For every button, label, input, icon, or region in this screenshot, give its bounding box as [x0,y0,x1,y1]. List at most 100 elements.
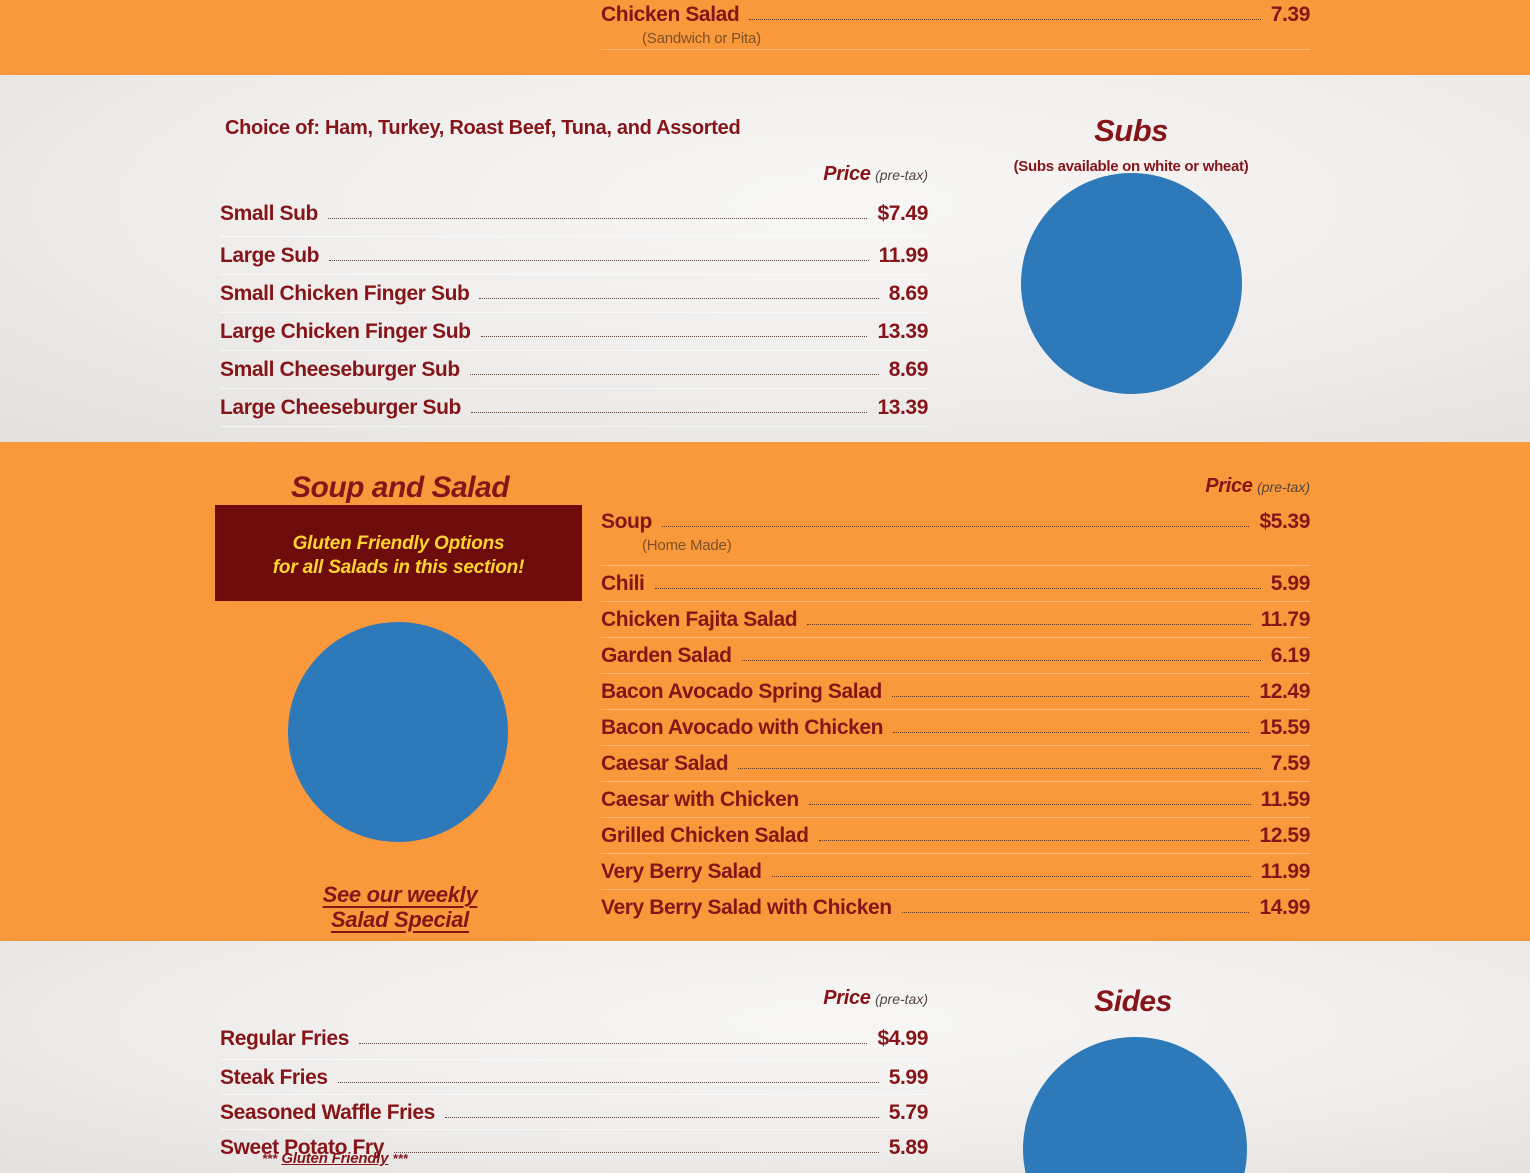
dotted-leader [749,19,1261,21]
item-name: Bacon Avocado with Chicken [601,716,884,739]
section-sandwiches-tail: Chicken Salad 7.39 (Sandwich or Pita) [0,0,1530,75]
menu-item-row: Bacon Avocado Spring Salad 12.49 [601,674,1310,710]
dotted-leader [891,696,1250,698]
price-label: Price [1205,475,1253,497]
pretax-label: (pre-tax) [875,167,928,183]
dotted-leader [741,660,1261,662]
pretax-label: (pre-tax) [875,991,928,1007]
section-soup-salad: Soup and Salad Gluten Friendly Options f… [0,442,1530,941]
price-header: Price (pre-tax) [220,987,928,1010]
weekly-line2: Salad Special [331,907,469,932]
pretax-label: (pre-tax) [1257,479,1310,495]
dotted-leader [327,218,868,220]
subs-choice-line: Choice of: Ham, Turkey, Roast Beef, Tuna… [225,117,741,139]
item-price: 13.39 [877,320,928,343]
item-name: Caesar with Chicken [601,788,799,811]
subs-list: Small Sub $7.49 Large Sub 11.99 Small Ch… [220,199,928,427]
item-price: 11.99 [1260,860,1311,883]
item-name: Small Cheeseburger Sub [220,358,460,381]
sandwiches-list: Chicken Salad 7.39 (Sandwich or Pita) [601,0,1310,50]
menu-item-row: Grilled Chicken Salad 12.59 [601,818,1310,854]
section-sides: Price (pre-tax) Regular Fries $4.99 Stea… [0,941,1530,1173]
item-name: Chicken Fajita Salad [601,608,798,631]
menu-row-chicken-salad: Chicken Salad 7.39 [601,3,1310,26]
subs-title: Subs [1094,113,1168,148]
menu-item-row: Small Sub $7.49 [220,199,928,237]
menu-item-row: Large Sub 11.99 [220,237,928,275]
dotted-leader [337,1082,879,1084]
dotted-leader [654,588,1261,590]
item-name: Regular Fries [220,1027,350,1050]
soup-salad-title: Soup and Salad [290,471,510,504]
item-price: $5.39 [1259,510,1310,533]
gluten-banner-line1: Gluten Friendly Options [292,533,505,554]
footnote-label: Gluten Friendly [281,1150,389,1167]
sides-list: Regular Fries $4.99 Steak Fries 5.99 Sea… [220,1025,928,1165]
footnote-stars: *** [262,1151,278,1166]
item-price: 12.49 [1259,680,1310,703]
item-price: 5.89 [888,1136,929,1159]
item-price: 11.99 [878,244,929,267]
item-name: Chili [601,572,645,595]
item-price: 6.19 [1270,644,1311,667]
dotted-leader [661,526,1250,528]
sides-title: Sides [1094,985,1172,1018]
menu-item-row: Caesar Salad 7.59 [601,746,1310,782]
soup-salad-list: Soup $5.39 (Home Made) Chili 5.99 Chicke… [601,509,1310,926]
dotted-leader [893,732,1250,734]
menu-item-row: Chicken Fajita Salad 11.79 [601,602,1310,638]
item-name: Very Berry Salad [601,860,762,883]
menu-item-row: Very Berry Salad with Chicken 14.99 [601,890,1310,926]
item-price: 5.99 [888,1066,929,1089]
weekly-salad-special-link[interactable]: See our weekly Salad Special [215,882,585,932]
dotted-leader [329,260,869,262]
menu-item-row: Bacon Avocado with Chicken 15.59 [601,710,1310,746]
menu-item-row: Sweet Potato Fry 5.89 [220,1130,928,1165]
menu-item-row: Chicken Salad 7.39 (Sandwich or Pita) [601,0,1310,50]
item-price: 13.39 [877,396,928,419]
dotted-leader [807,624,1251,626]
menu-item-row: Seasoned Waffle Fries 5.79 [220,1095,928,1130]
gluten-friendly-banner: Gluten Friendly Options for all Salads i… [215,505,582,601]
section-subs: Choice of: Ham, Turkey, Roast Beef, Tuna… [0,75,1530,442]
item-name: Small Chicken Finger Sub [220,282,470,305]
menu-item-row: Large Cheeseburger Sub 13.39 [220,389,928,427]
price-label: Price [823,163,871,185]
item-price: 8.69 [888,358,929,381]
dotted-leader [901,912,1250,914]
item-price: 5.79 [888,1101,929,1124]
price-header: Price (pre-tax) [220,163,928,186]
price-label: Price [823,987,871,1009]
item-name: Large Chicken Finger Sub [220,320,471,343]
dotted-leader [393,1152,879,1154]
fries-photo [1023,1037,1247,1173]
gluten-banner-line2: for all Salads in this section! [272,557,525,578]
item-price: 8.69 [888,282,929,305]
item-price: 12.59 [1259,824,1310,847]
dotted-leader [469,374,879,376]
item-name: Grilled Chicken Salad [601,824,809,847]
dotted-leader [818,840,1250,842]
dotted-leader [359,1043,868,1045]
item-name: Sweet Potato Fry [220,1136,384,1159]
item-price: 11.79 [1260,608,1311,631]
sub-sandwich-photo [1021,173,1242,394]
dotted-leader [444,1117,879,1119]
item-name: Soup [601,510,652,533]
menu-item-row: Regular Fries $4.99 [220,1025,928,1060]
menu-item-row: Small Cheeseburger Sub 8.69 [220,351,928,389]
item-name: Small Sub [220,202,318,225]
menu-item-row: Large Chicken Finger Sub 13.39 [220,313,928,351]
item-name: Chicken Salad [601,3,740,26]
weekly-line1: See our weekly [322,882,478,907]
menu-item-row: Chili 5.99 [601,566,1310,602]
dotted-leader [738,768,1261,770]
item-price: 7.39 [1270,3,1311,26]
item-name: Large Cheeseburger Sub [220,396,461,419]
item-name: Very Berry Salad with Chicken [601,896,892,919]
dotted-leader [771,876,1251,878]
salad-photo [288,622,508,842]
item-name: Caesar Salad [601,752,729,775]
item-note: (Home Made) [642,537,732,555]
